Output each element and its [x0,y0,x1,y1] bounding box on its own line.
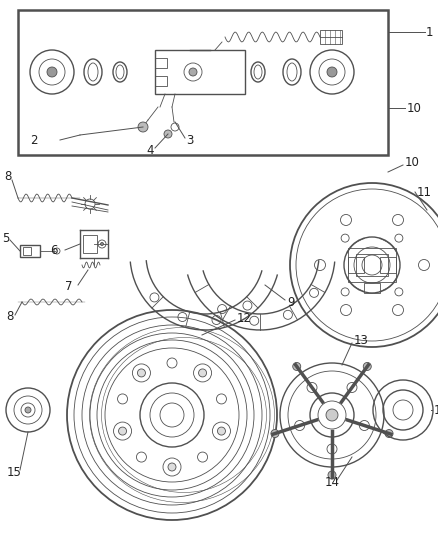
Circle shape [293,362,301,370]
Circle shape [271,430,279,438]
Circle shape [189,68,197,76]
Bar [23,247,31,255]
Text: 5: 5 [2,231,10,245]
Bar [348,257,364,273]
Bar [380,257,396,273]
Circle shape [328,471,336,479]
Circle shape [217,427,226,435]
Text: 11: 11 [417,185,432,198]
Circle shape [138,122,148,132]
Circle shape [385,430,393,438]
Text: 4: 4 [146,143,154,157]
Text: 14: 14 [325,477,339,489]
Text: 10: 10 [407,101,422,115]
Bar [348,248,396,282]
Bar [356,254,388,276]
Circle shape [326,409,338,421]
Bar [83,235,97,253]
Circle shape [119,427,127,435]
Bar [155,58,167,68]
Bar [18,10,388,155]
Text: 8: 8 [6,311,14,324]
Circle shape [168,463,176,471]
Bar [155,50,245,94]
Text: 3: 3 [186,133,193,147]
Text: 10: 10 [405,157,420,169]
Bar [364,283,380,293]
Text: 12: 12 [237,311,252,325]
Text: 7: 7 [64,280,72,294]
Text: 13: 13 [354,334,369,346]
Circle shape [198,369,207,377]
Text: 8: 8 [4,171,12,183]
Text: 9: 9 [287,295,294,309]
Bar [20,245,40,257]
Text: 6: 6 [50,244,58,256]
Circle shape [100,243,103,246]
Circle shape [138,369,145,377]
Circle shape [47,67,57,77]
Circle shape [25,407,31,413]
Bar [155,76,167,86]
Bar [320,30,342,44]
Text: 1: 1 [426,26,434,38]
Text: 15: 15 [7,466,21,480]
Circle shape [327,67,337,77]
Circle shape [363,362,371,370]
Text: 2: 2 [31,133,38,147]
Text: 16: 16 [434,403,438,416]
Circle shape [164,130,172,138]
